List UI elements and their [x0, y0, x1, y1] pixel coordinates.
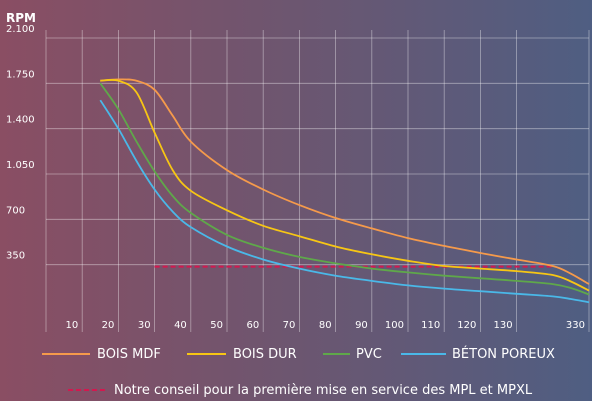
legend-label-2: PVC: [356, 347, 382, 362]
x-tick-label: 130: [494, 320, 513, 331]
legend: BOIS MDF BOIS DUR PVC BÉTON POREUX Notre con…: [42, 346, 555, 398]
x-tick-label: 10: [65, 320, 78, 331]
legend-label-3: BÉTON POREUX: [452, 346, 555, 362]
legend-reference-label: Notre conseil pour la première mise en s…: [114, 383, 533, 398]
y-tick-label: 1.400: [6, 115, 35, 126]
series-line-1: [100, 78, 590, 292]
y-tick-label: 1.750: [6, 69, 35, 80]
grid: [45, 30, 590, 332]
y-tick-label: 350: [6, 251, 25, 262]
series-line-3: [99, 99, 590, 304]
x-tick-label: 60: [246, 320, 259, 331]
x-tick-label: 30: [138, 320, 151, 331]
x-tick-label: 110: [421, 320, 440, 331]
x-tick-label: 90: [355, 320, 368, 331]
x-tick-label: 40: [174, 320, 187, 331]
x-tick-label: 100: [385, 320, 404, 331]
legend-label-0: BOIS MDF: [97, 347, 161, 362]
y-tick-label: 1.050: [6, 160, 35, 171]
y-tick-label: 700: [6, 205, 25, 216]
series-line-0: [100, 78, 590, 285]
y-tick-label: 2.100: [6, 24, 35, 35]
x-tick-label: 70: [283, 320, 296, 331]
series-line-2: [99, 82, 590, 296]
x-tick-label: 20: [102, 320, 115, 331]
legend-label-1: BOIS DUR: [233, 347, 297, 362]
x-tick-label: 80: [319, 320, 332, 331]
axes: RPM 350 700 1.050 1.400 1.750 2.100 10 20 30 40 50…: [6, 11, 585, 331]
x-tick-label: 120: [457, 320, 476, 331]
y-axis-title: RPM: [6, 11, 36, 25]
x-tick-label: 330: [566, 320, 585, 331]
x-tick-label: 50: [210, 320, 223, 331]
series-lines: [99, 78, 590, 304]
